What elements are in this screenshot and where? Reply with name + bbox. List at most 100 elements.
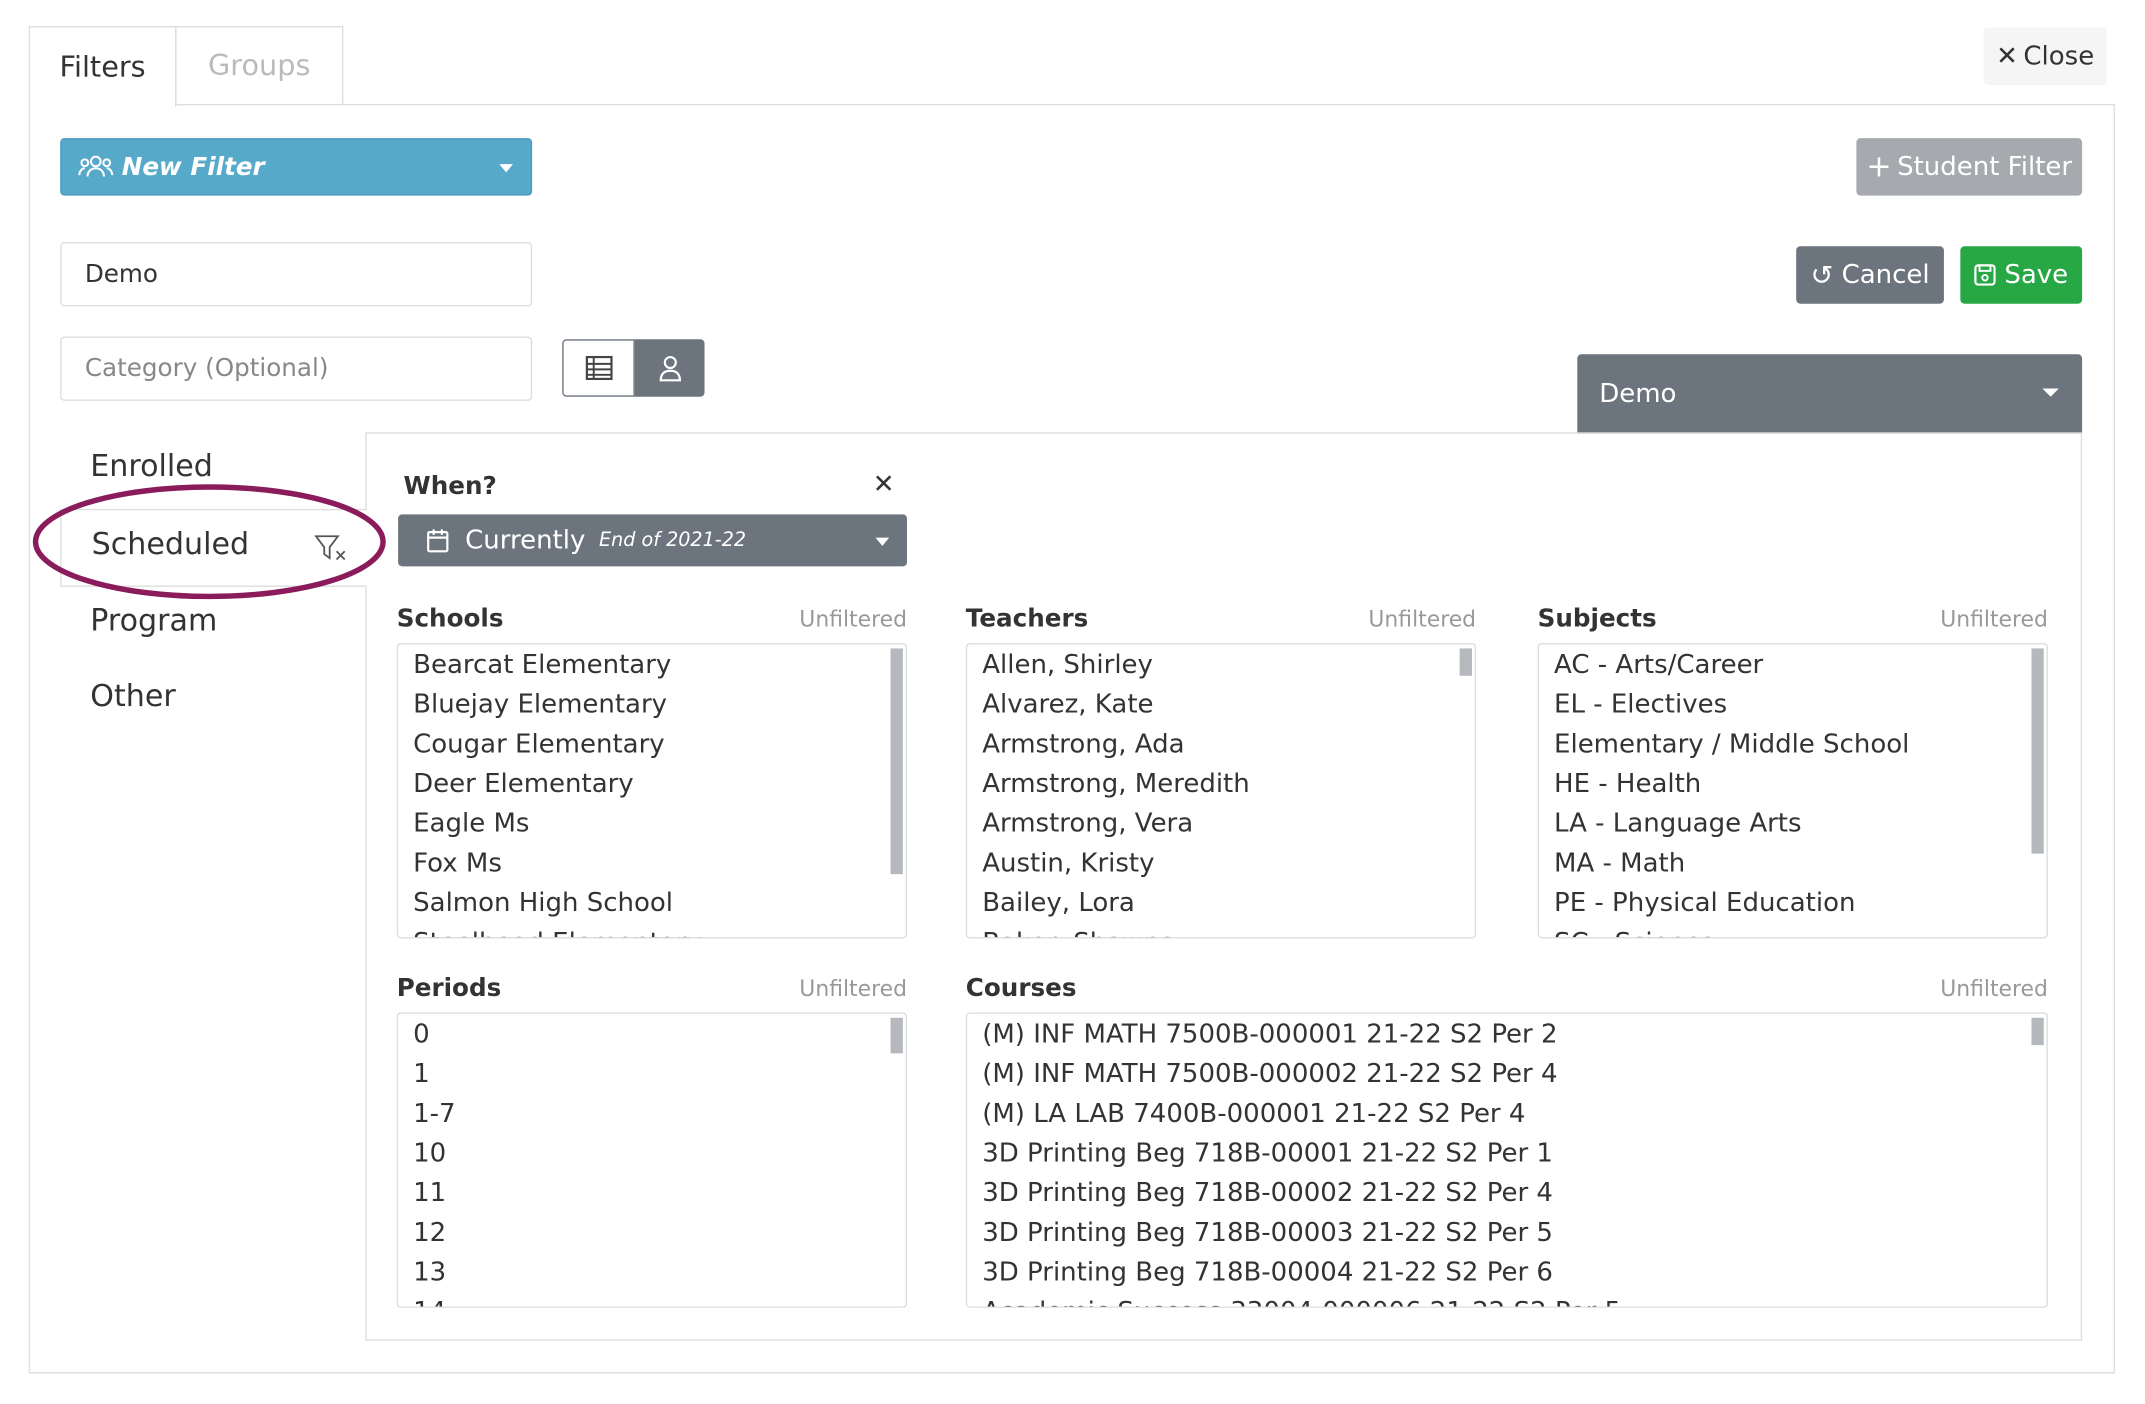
list-item[interactable]: LA - Language Arts (1554, 808, 1802, 839)
list-item[interactable]: 13 (413, 1257, 447, 1288)
save-button[interactable]: Save (1960, 246, 2083, 304)
nav-item[interactable]: Program (90, 604, 218, 639)
list-item[interactable]: Armstrong, Meredith (982, 768, 1250, 799)
scrollbar[interactable] (890, 648, 903, 875)
list-item[interactable]: PE - Physical Education (1554, 887, 1856, 918)
new-filter-button[interactable]: New Filter (60, 138, 533, 196)
list-item[interactable]: 3D Printing Beg 718B-00003 21-22 S2 Per … (982, 1217, 1553, 1248)
list-box[interactable]: AC - Arts/Career EL - Electives Elementary… (1537, 642, 2048, 939)
list-box[interactable]: Allen, Shirley Alvarez, Kate Armstrong, Ad… (965, 642, 1477, 939)
panel (28, 103, 2115, 1374)
nav-item[interactable]: Enrolled (90, 450, 213, 485)
list-item[interactable]: (M) INF MATH 7500B-000001 21-22 S2 Per 2 (982, 1019, 1558, 1050)
list-item[interactable]: Armstrong, Vera (982, 808, 1194, 839)
student-view-button[interactable] (634, 339, 705, 397)
save-icon (1974, 264, 1996, 286)
scrollbar[interactable] (2031, 1017, 2044, 1046)
name-input[interactable]: Demo (60, 242, 533, 307)
cancel-button[interactable]: ↺ Cancel (1796, 246, 1944, 304)
close-button[interactable]: ✕ Close (1983, 27, 2107, 85)
list-item[interactable]: Elementary / Middle School (1554, 729, 1910, 760)
name-value: Demo (84, 259, 158, 289)
list-status: Unfiltered (1940, 975, 2048, 1002)
tab-filters[interactable]: Filters (28, 25, 177, 107)
person-icon (658, 355, 681, 382)
list-item[interactable]: 1 (413, 1058, 430, 1089)
list-item[interactable]: Alvarez, Kate (982, 689, 1154, 720)
list-title: Courses (965, 974, 1077, 1003)
list-item[interactable]: MA - Math (1554, 848, 1686, 879)
list-item[interactable]: 3D Printing Beg 718B-00004 21-22 S2 Per … (982, 1257, 1553, 1288)
list-item[interactable]: Allen, Shirley (982, 649, 1153, 680)
tab-groups[interactable]: Groups (175, 25, 344, 104)
list-item[interactable]: (M) LA LAB 7400B-000001 21-22 S2 Per 4 (982, 1098, 1526, 1129)
list-status: Unfiltered (799, 975, 907, 1002)
list-item[interactable]: Eagle Ms (413, 808, 530, 839)
list-item[interactable]: 11 (413, 1177, 447, 1208)
plus-icon: + (1866, 149, 1892, 184)
list-item[interactable]: Bearcat Elementary (413, 649, 672, 680)
caret (499, 164, 513, 173)
list-item[interactable]: 1-7 (413, 1098, 456, 1129)
view-dropdown-label: Demo (1599, 378, 1677, 410)
list-item[interactable]: Deer Elementary (413, 768, 634, 799)
nav-item[interactable]: Scheduled (91, 528, 250, 563)
view-dropdown[interactable]: Demo (1577, 354, 2083, 434)
list-item[interactable]: Fox Ms (413, 848, 502, 879)
table-icon (585, 355, 612, 381)
list-item[interactable]: Bailey, Lora (982, 887, 1135, 918)
list-item[interactable]: Baker, Shawna (982, 928, 1176, 938)
list-item[interactable]: Salmon High School (413, 887, 674, 918)
list-title: Schools (396, 604, 504, 634)
group-icon (78, 155, 114, 177)
scrollbar[interactable] (890, 1017, 903, 1054)
list-item[interactable]: HE - Health (1554, 768, 1702, 799)
calendar-icon (427, 529, 449, 553)
when-title: When? (403, 471, 497, 501)
table-view-button[interactable] (562, 339, 635, 397)
list-item[interactable]: Bluejay Elementary (413, 689, 668, 720)
scrollbar[interactable] (2031, 648, 2044, 854)
list-box[interactable]: Bearcat Elementary Bluejay Elementary Coug… (396, 642, 907, 939)
category-placeholder: Category (Optional) (84, 354, 329, 384)
nav-item[interactable]: Other (90, 679, 176, 715)
list-item[interactable]: 14 (413, 1297, 446, 1307)
list-item[interactable]: SC - Science (1554, 928, 1715, 938)
list-title: Subjects (1537, 604, 1657, 634)
close-icon: ✕ (1996, 41, 2018, 72)
new-filter-label: New Filter (121, 152, 265, 182)
when-period: End of 2021-22 (599, 529, 747, 552)
clear-filter-icon[interactable] (314, 534, 348, 564)
list-item[interactable]: 12 (413, 1217, 447, 1248)
list-box[interactable]: (M) INF MATH 7500B-000001 21-22 S2 Per 2… (965, 1012, 2048, 1308)
undo-icon: ↺ (1810, 258, 1834, 292)
category-input[interactable]: Category (Optional) (60, 336, 533, 401)
scrollbar[interactable] (1459, 648, 1472, 676)
list-box[interactable]: 0 1 1-7 10 11 12 13 14 (396, 1012, 907, 1308)
list-item[interactable]: 0 (413, 1019, 430, 1050)
list-item[interactable]: 10 (413, 1138, 447, 1169)
caret (2042, 388, 2059, 397)
when-close[interactable]: ✕ (872, 469, 895, 500)
list-status: Unfiltered (799, 606, 907, 633)
list-item[interactable]: Steelhead Elementary (413, 928, 702, 938)
list-item[interactable]: (M) INF MATH 7500B-000002 21-22 S2 Per 4 (982, 1058, 1558, 1089)
list-item[interactable]: Armstrong, Ada (982, 729, 1185, 760)
student-filter-label: Student Filter (1897, 151, 2073, 182)
save-label: Save (2004, 259, 2069, 291)
list-item[interactable]: Austin, Kristy (982, 848, 1155, 879)
list-item[interactable]: Academic Success 33004-000006 21-22 S2 P… (982, 1297, 1621, 1307)
list-item[interactable]: EL - Electives (1554, 689, 1728, 720)
nav-active-box (60, 508, 367, 587)
when-value: Currently (465, 525, 586, 556)
when-dropdown[interactable]: Currently End of 2021-22 (398, 514, 907, 567)
student-filter-button[interactable]: + Student Filter (1856, 138, 2083, 196)
list-item[interactable]: AC - Arts/Career (1554, 649, 1764, 680)
highlight-ellipse (32, 484, 386, 600)
list-item[interactable]: Cougar Elementary (413, 729, 665, 760)
list-item[interactable]: 3D Printing Beg 718B-00002 21-22 S2 Per … (982, 1177, 1553, 1208)
cancel-label: Cancel (1841, 259, 1930, 291)
list-item[interactable]: 3D Printing Beg 718B-00001 21-22 S2 Per … (982, 1138, 1553, 1169)
list-title: Periods (396, 974, 502, 1003)
